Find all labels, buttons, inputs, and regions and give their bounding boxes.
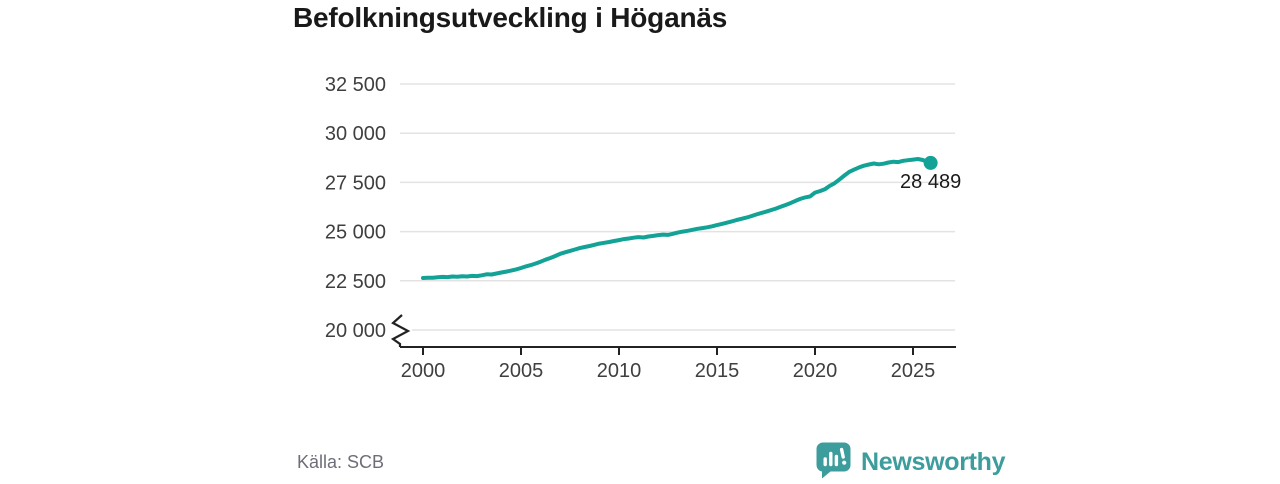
source-note: Källa: SCB xyxy=(297,452,385,472)
x-tick-label: 2025 xyxy=(891,360,936,382)
y-tick-label: 25 000 xyxy=(325,222,386,244)
population-line xyxy=(421,157,933,280)
newsworthy-speech-bubble-bar-chart-icon xyxy=(815,441,852,484)
latest-value-label: 28 489 xyxy=(900,171,961,193)
y-tick-label: 22 500 xyxy=(325,271,386,293)
exclamation-stroke xyxy=(839,447,845,459)
newsworthy-logo: Newsworthy xyxy=(815,441,1006,484)
newsworthy-wordmark: Newsworthy xyxy=(861,448,1006,476)
axis-break-icon xyxy=(390,314,411,347)
x-tick-label: 2005 xyxy=(499,360,544,382)
y-tick-label: 32 500 xyxy=(325,74,386,96)
y-tick-label: 27 500 xyxy=(325,172,386,194)
y-tick-label: 30 000 xyxy=(325,123,386,145)
x-tick-label: 2010 xyxy=(597,360,642,382)
page-title: Befolkningsutveckling i Höganäs xyxy=(293,2,728,33)
x-tick-label: 2020 xyxy=(793,360,838,382)
exclamation-dot xyxy=(842,460,847,465)
y-tick-label: 20 000 xyxy=(325,320,386,342)
latest-value-dot xyxy=(923,155,938,170)
x-tick-label: 2015 xyxy=(695,360,740,382)
x-tick-label: 2000 xyxy=(401,360,446,382)
speech-bubble-shape xyxy=(816,442,851,479)
